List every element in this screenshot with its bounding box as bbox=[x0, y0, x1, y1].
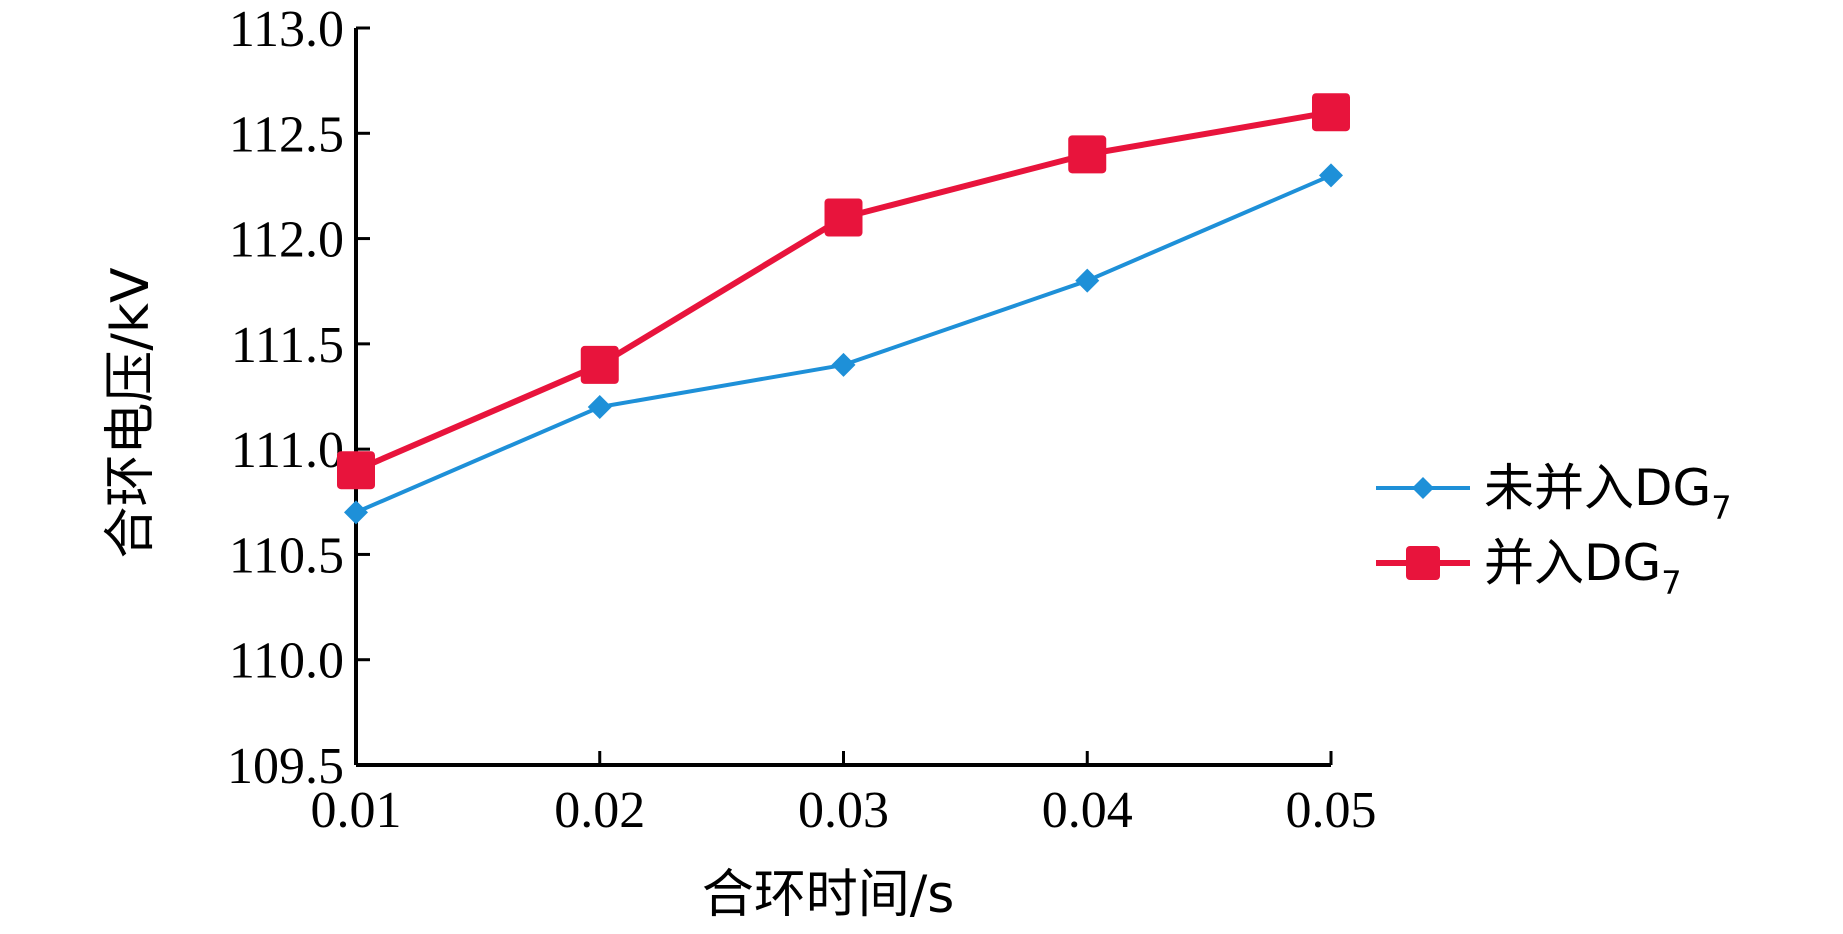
x-tick-label: 0.03 bbox=[798, 782, 889, 839]
x-tick-label: 0.02 bbox=[554, 782, 645, 839]
diamond-marker bbox=[344, 500, 368, 525]
square-marker bbox=[337, 451, 375, 490]
y-tick-label: 110.5 bbox=[229, 527, 344, 584]
diamond-marker bbox=[1075, 268, 1100, 293]
y-tick-label: 111.0 bbox=[231, 422, 344, 479]
square-marker bbox=[1312, 93, 1350, 132]
diamond-marker bbox=[1319, 163, 1343, 188]
square-marker bbox=[1068, 135, 1107, 174]
x-axis-title: 合环时间/s bbox=[702, 865, 955, 925]
square-marker bbox=[580, 345, 619, 384]
x-axis: 0.01 0.02 0.03 0.04 0.05 bbox=[311, 751, 1377, 839]
square-marker bbox=[1406, 546, 1440, 580]
x-tick-label: 0.05 bbox=[1286, 782, 1377, 839]
diamond-marker bbox=[831, 352, 856, 377]
series-2 bbox=[337, 93, 1350, 490]
y-tick-label: 112.0 bbox=[229, 212, 344, 269]
legend-item-2: 并入DG7 bbox=[1376, 534, 1682, 602]
diamond-marker bbox=[587, 395, 612, 420]
legend-label-main: 未并入DG bbox=[1484, 459, 1711, 517]
y-axis-title: 合环电压/kV bbox=[101, 267, 161, 559]
y-tick-label: 110.0 bbox=[229, 633, 344, 690]
legend-label: 并入DG7 bbox=[1484, 534, 1682, 602]
y-tick-label: 111.5 bbox=[231, 317, 344, 374]
y-tick-label: 112.5 bbox=[229, 106, 344, 163]
legend-label: 未并入DG7 bbox=[1484, 459, 1732, 527]
y-axis: 109.5 110.0 110.5 111.0 111.5 112.0 112.5 113.0 bbox=[227, 1, 370, 795]
legend-label-main: 并入DG bbox=[1484, 534, 1661, 592]
series-1 bbox=[344, 163, 1343, 525]
legend-item-1: 未并入DG7 bbox=[1376, 459, 1732, 527]
square-marker bbox=[824, 198, 863, 237]
legend-label-subscript: 7 bbox=[1661, 564, 1681, 602]
legend-label-subscript: 7 bbox=[1711, 489, 1731, 527]
series-layer bbox=[337, 93, 1350, 525]
diamond-marker bbox=[1412, 477, 1434, 499]
y-tick-label: 113.0 bbox=[229, 1, 344, 58]
x-tick-label: 0.04 bbox=[1042, 782, 1133, 839]
y-tick-label: 109.5 bbox=[227, 738, 344, 795]
series-line bbox=[354, 109, 1332, 473]
x-tick-label: 0.01 bbox=[311, 782, 402, 839]
